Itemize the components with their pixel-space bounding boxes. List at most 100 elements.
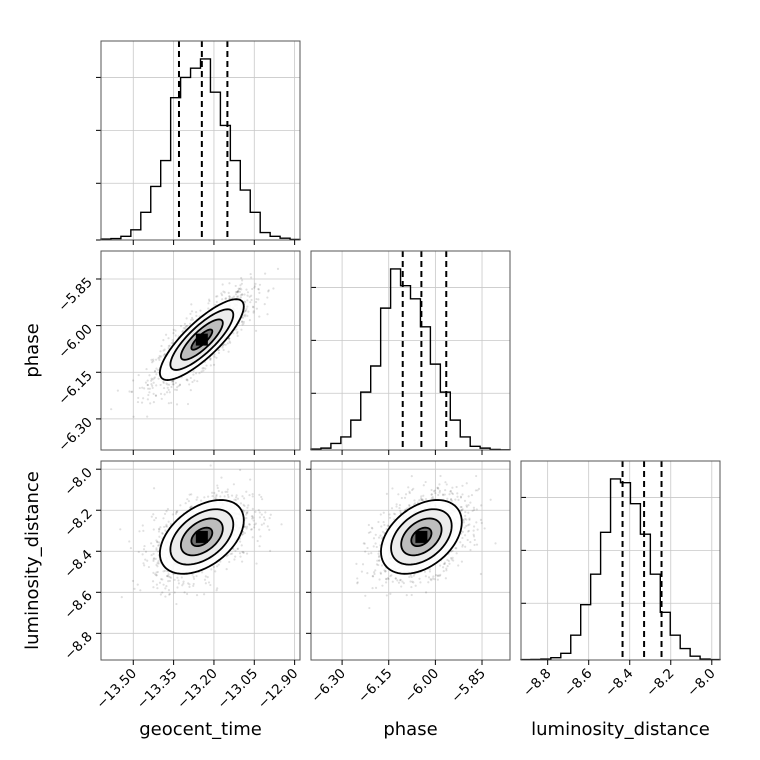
scatter-point <box>195 498 198 501</box>
scatter-point <box>224 343 227 346</box>
scatter-point <box>156 540 159 543</box>
joint-content <box>355 474 497 610</box>
scatter-point <box>394 577 397 580</box>
scatter-point <box>253 286 256 289</box>
scatter-point <box>355 562 358 565</box>
panel-frame <box>100 40 301 241</box>
scatter-point <box>152 360 155 363</box>
scatter-point <box>465 482 468 485</box>
scatter-point <box>374 569 377 572</box>
scatter-point <box>266 525 269 528</box>
scatter-point <box>195 574 198 578</box>
scatter-point <box>228 337 231 340</box>
scatter-point <box>242 322 245 325</box>
scatter-point <box>167 589 171 592</box>
scatter-point <box>410 575 413 579</box>
scatter-point <box>235 494 238 497</box>
scatter-point <box>183 322 187 325</box>
scatter-point <box>378 559 381 562</box>
scatter-point <box>377 552 380 555</box>
scatter-point <box>160 578 163 581</box>
scatter-point <box>467 504 470 507</box>
scatter-point <box>269 513 272 516</box>
grid-lines <box>101 41 300 240</box>
x-tick-label: −6.00 <box>402 666 443 707</box>
scatter-point <box>148 387 151 390</box>
scatter-point <box>479 518 482 521</box>
scatter-point <box>152 558 155 561</box>
scatter-point <box>369 530 372 534</box>
scatter-point <box>418 577 421 580</box>
scatter-point <box>143 544 146 548</box>
y-tick-label: −8.0 <box>61 465 95 499</box>
x-axis-label: phase <box>383 719 437 740</box>
scatter-point <box>248 319 252 322</box>
scatter-point <box>119 528 122 531</box>
scatter-point <box>456 495 459 498</box>
joint-panel-luminosity_distance-vs-phase <box>310 460 511 661</box>
scatter-point <box>226 490 229 493</box>
scatter-point <box>192 584 195 587</box>
scatter-point <box>251 495 254 498</box>
scatter-point <box>217 563 220 566</box>
scatter-point <box>170 385 173 389</box>
scatter-point <box>179 504 182 507</box>
scatter-point <box>234 496 238 499</box>
scatter-point <box>140 401 144 404</box>
scatter-point <box>141 553 144 556</box>
scatter-point <box>176 586 179 589</box>
y-tick-label: −6.15 <box>55 368 96 409</box>
x-axis-geocent_time: −13.50−13.35−13.20−13.05−12.90 geocent_ti… <box>93 240 301 740</box>
scatter-point <box>234 291 238 294</box>
scatter-point <box>160 355 163 358</box>
scatter-point <box>460 509 463 512</box>
scatter-point <box>464 510 467 514</box>
scatter-point <box>228 282 231 285</box>
scatter-point <box>190 505 193 508</box>
scatter-point <box>154 394 158 397</box>
scatter-point <box>242 551 245 554</box>
scatter-point <box>356 581 359 584</box>
scatter-point <box>385 594 388 597</box>
scatter-point <box>400 585 403 588</box>
scatter-point <box>472 525 476 528</box>
scatter-point <box>155 367 158 370</box>
scatter-point <box>190 310 194 313</box>
scatter-point <box>419 581 422 584</box>
scatter-point <box>404 493 408 496</box>
scatter-point <box>219 560 222 563</box>
scatter-point <box>245 307 248 310</box>
scatter-point <box>377 536 381 539</box>
scatter-point <box>186 324 189 327</box>
scatter-point <box>164 595 167 598</box>
scatter-point <box>379 513 382 516</box>
scatter-point <box>178 383 182 386</box>
scatter-point <box>250 515 254 518</box>
scatter-point <box>236 497 240 500</box>
histogram-panel-phase <box>310 250 511 451</box>
scatter-point <box>198 372 201 375</box>
scatter-point <box>433 578 436 581</box>
scatter-point <box>171 341 174 344</box>
scatter-point <box>212 565 215 569</box>
scatter-point <box>242 497 246 500</box>
scatter-point <box>222 348 225 352</box>
scatter-point <box>384 570 387 573</box>
scatter-point <box>408 490 411 493</box>
joint-content <box>119 464 283 606</box>
y-tick-label: −8.6 <box>61 588 95 622</box>
scatter-point <box>159 593 162 596</box>
scatter-point <box>132 415 135 418</box>
scatter-point <box>243 293 246 296</box>
scatter-point <box>412 581 415 584</box>
scatter-point <box>226 488 229 491</box>
scatter-point <box>130 390 134 393</box>
scatter-point <box>427 576 431 579</box>
scatter-point <box>455 552 458 555</box>
scatter-point <box>387 577 390 581</box>
scatter-point <box>451 556 454 559</box>
scatter-point <box>214 496 217 499</box>
scatter-point <box>437 493 440 497</box>
scatter-point <box>245 552 249 555</box>
scatter-point <box>459 505 462 509</box>
